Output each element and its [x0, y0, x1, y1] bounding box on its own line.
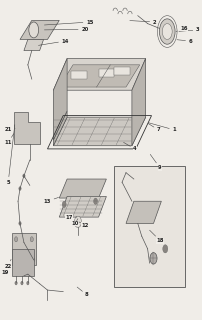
Text: 13: 13	[44, 197, 59, 204]
Polygon shape	[53, 59, 67, 140]
Text: 2: 2	[130, 20, 156, 25]
Polygon shape	[71, 71, 87, 79]
FancyBboxPatch shape	[12, 249, 34, 276]
Polygon shape	[59, 196, 106, 217]
Polygon shape	[53, 117, 146, 146]
Circle shape	[29, 22, 39, 38]
Circle shape	[15, 256, 18, 261]
FancyBboxPatch shape	[114, 166, 185, 287]
Circle shape	[74, 216, 81, 228]
Polygon shape	[126, 201, 161, 223]
Circle shape	[27, 281, 29, 285]
Circle shape	[23, 174, 25, 178]
Text: 8: 8	[77, 287, 89, 297]
Text: 21: 21	[4, 127, 15, 132]
Circle shape	[150, 252, 157, 264]
Circle shape	[21, 281, 23, 285]
Polygon shape	[53, 111, 67, 146]
Circle shape	[15, 237, 18, 242]
Circle shape	[33, 258, 35, 262]
Polygon shape	[20, 20, 59, 39]
Text: 4: 4	[123, 142, 137, 151]
Polygon shape	[59, 65, 140, 87]
Text: 10: 10	[71, 219, 79, 226]
Text: 19: 19	[2, 267, 10, 275]
Polygon shape	[114, 67, 130, 75]
Circle shape	[163, 245, 168, 253]
Text: 7: 7	[148, 124, 160, 132]
Circle shape	[62, 201, 66, 208]
Circle shape	[19, 221, 21, 225]
Polygon shape	[132, 59, 146, 146]
Text: 20: 20	[44, 27, 88, 32]
Polygon shape	[59, 179, 106, 198]
Polygon shape	[14, 112, 40, 144]
Text: 9: 9	[150, 154, 162, 171]
Circle shape	[30, 237, 33, 242]
Polygon shape	[53, 59, 146, 90]
Text: 16: 16	[176, 26, 188, 32]
Circle shape	[19, 187, 21, 190]
Polygon shape	[24, 39, 44, 51]
Text: 1: 1	[148, 123, 176, 132]
Circle shape	[162, 24, 172, 39]
Text: 15: 15	[44, 20, 93, 25]
Text: 3: 3	[179, 28, 200, 32]
Circle shape	[30, 256, 33, 261]
Circle shape	[159, 19, 175, 44]
Text: 18: 18	[149, 230, 164, 244]
Text: 12: 12	[79, 222, 88, 228]
Circle shape	[15, 281, 17, 285]
Circle shape	[94, 198, 98, 204]
Text: 14: 14	[38, 38, 69, 45]
Text: 6: 6	[177, 38, 192, 44]
FancyBboxPatch shape	[12, 233, 36, 265]
Text: 5: 5	[6, 125, 15, 185]
Text: 22: 22	[5, 259, 12, 269]
Text: 17: 17	[65, 215, 77, 220]
Text: 11: 11	[4, 134, 14, 145]
Polygon shape	[99, 69, 114, 76]
